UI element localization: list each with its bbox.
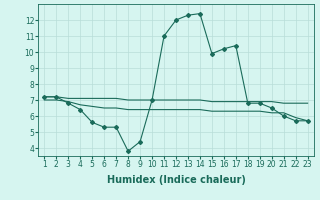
X-axis label: Humidex (Indice chaleur): Humidex (Indice chaleur)	[107, 175, 245, 185]
